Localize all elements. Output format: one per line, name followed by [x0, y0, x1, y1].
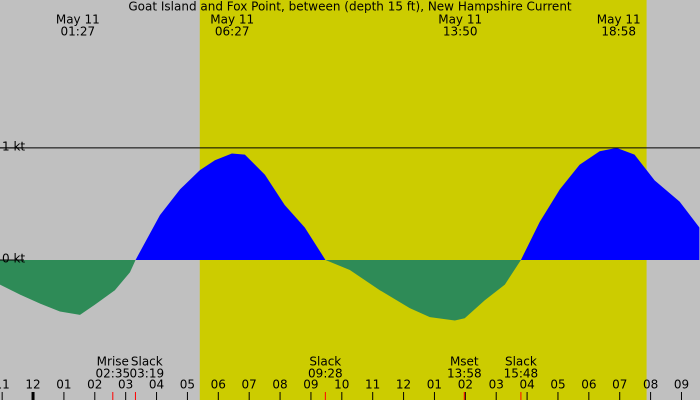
x-tick-label: 04	[519, 378, 534, 392]
x-tick-label: 07	[612, 378, 627, 392]
extreme-time: 13:50	[443, 25, 478, 39]
x-tick-label: 01	[56, 378, 71, 392]
x-tick-label: 12	[396, 378, 411, 392]
x-tick-label: 11	[0, 378, 10, 392]
chart-title: Goat Island and Fox Point, between (dept…	[128, 0, 572, 14]
extreme-time: 01:27	[61, 25, 96, 39]
event-name: Slack	[309, 355, 341, 369]
x-tick-label: 05	[180, 378, 195, 392]
x-tick-label: 06	[581, 378, 596, 392]
event-time: 03:19	[130, 367, 165, 381]
x-tick-label: 01	[427, 378, 442, 392]
x-tick-label: 11	[365, 378, 380, 392]
x-tick-label: 02	[87, 378, 102, 392]
x-tick-label: 05	[550, 378, 565, 392]
event-time: 15:48	[504, 367, 539, 381]
event-time: 09:28	[308, 367, 343, 381]
extreme-date: May 11	[210, 13, 254, 27]
flood-area	[135, 153, 326, 260]
x-tick-label: 12	[25, 378, 40, 392]
extreme-time: 06:27	[215, 25, 250, 39]
flood-area	[520, 147, 700, 260]
ebb-area	[0, 259, 136, 315]
event-name: Mset	[450, 355, 479, 369]
extreme-date: May 11	[56, 13, 100, 27]
extreme-time: 18:58	[601, 25, 636, 39]
x-tick-label: 09	[303, 378, 318, 392]
x-tick-label: 08	[272, 378, 287, 392]
event-time: 13:58	[447, 367, 482, 381]
x-tick-label: 06	[211, 378, 226, 392]
x-tick-label: 10	[334, 378, 349, 392]
event-name: Mrise	[97, 355, 129, 369]
x-tick-label: 04	[149, 378, 164, 392]
extreme-date: May 11	[438, 13, 482, 27]
x-tick-label: 03	[489, 378, 504, 392]
x-tick-label: 03	[118, 378, 133, 392]
extreme-date: May 11	[597, 13, 641, 27]
x-tick-label: 09	[674, 378, 689, 392]
y-tick-label: 1 kt	[2, 139, 25, 153]
y-tick-label: 0 kt	[2, 251, 25, 265]
event-time: 02:35	[96, 367, 131, 381]
event-name: Slack	[505, 355, 537, 369]
x-tick-label: 02	[458, 378, 473, 392]
event-name: Slack	[131, 355, 163, 369]
x-tick-label: 08	[643, 378, 658, 392]
x-tick-label: 07	[242, 378, 257, 392]
ebb-area	[325, 259, 521, 321]
